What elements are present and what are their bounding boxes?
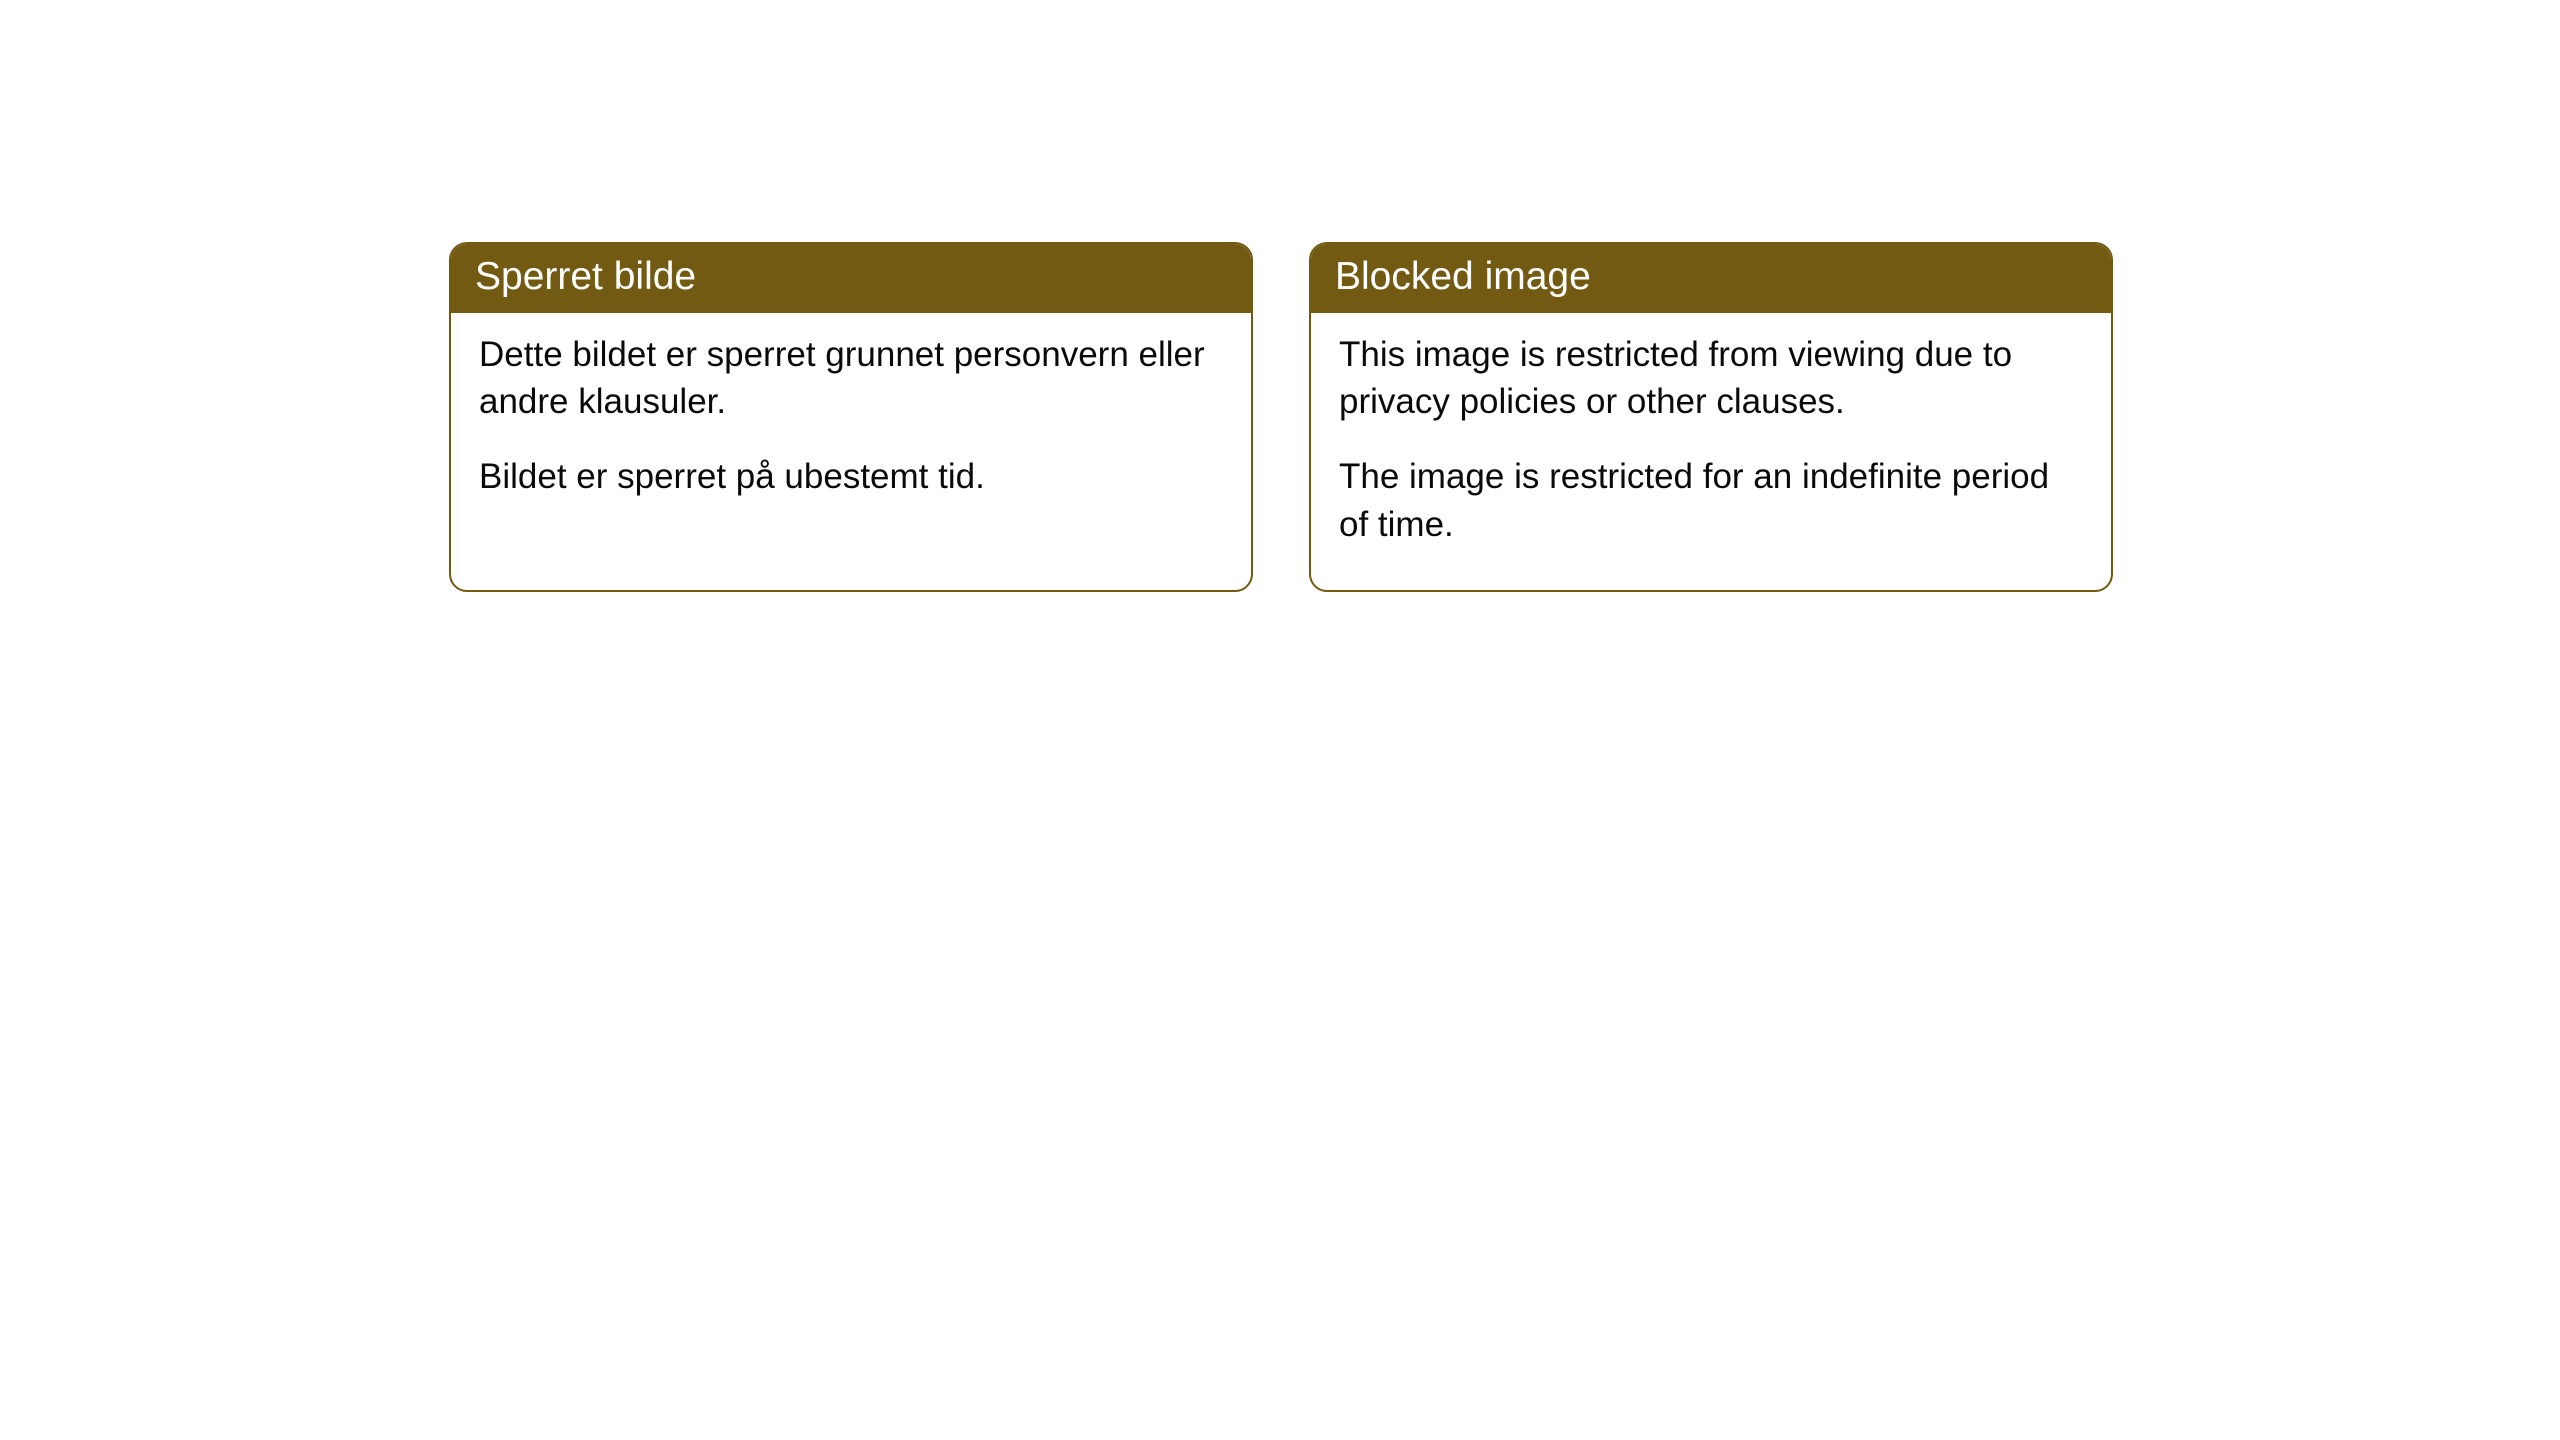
card-paragraph: This image is restricted from viewing du… bbox=[1339, 331, 2083, 426]
blocked-image-card-en: Blocked image This image is restricted f… bbox=[1309, 242, 2113, 592]
card-paragraph: Bildet er sperret på ubestemt tid. bbox=[479, 453, 1223, 500]
card-header: Sperret bilde bbox=[451, 244, 1251, 313]
card-body: Dette bildet er sperret grunnet personve… bbox=[451, 313, 1251, 543]
card-paragraph: Dette bildet er sperret grunnet personve… bbox=[479, 331, 1223, 426]
cards-container: Sperret bilde Dette bildet er sperret gr… bbox=[449, 242, 2113, 592]
card-header: Blocked image bbox=[1311, 244, 2111, 313]
card-paragraph: The image is restricted for an indefinit… bbox=[1339, 453, 2083, 548]
card-body: This image is restricted from viewing du… bbox=[1311, 313, 2111, 590]
blocked-image-card-no: Sperret bilde Dette bildet er sperret gr… bbox=[449, 242, 1253, 592]
